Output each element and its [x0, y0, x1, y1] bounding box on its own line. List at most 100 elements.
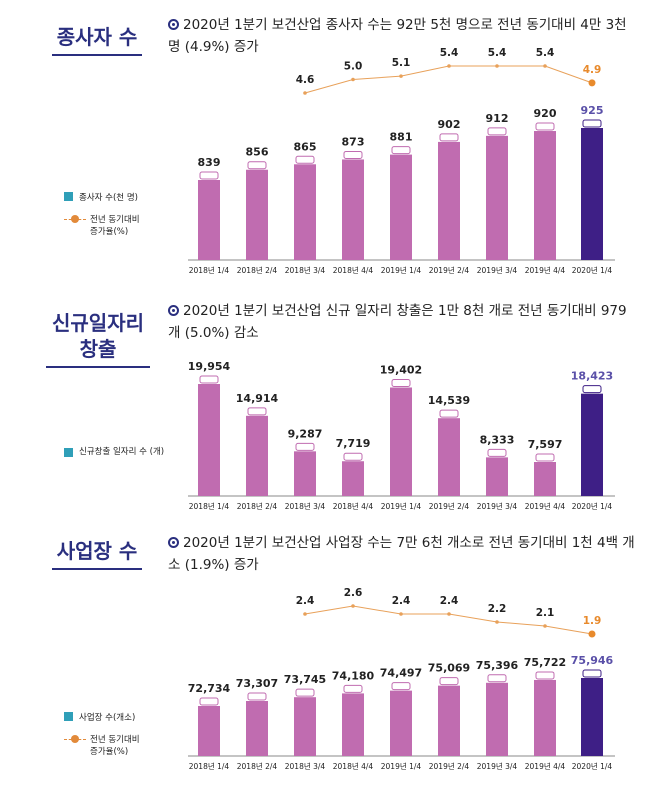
bar: [294, 697, 316, 756]
legend-label: 종사자 수(천 명): [79, 193, 138, 203]
bar: [246, 169, 268, 260]
people-icon: [535, 122, 555, 131]
headline-employees: 2020년 1분기 보건산업 종사자 수는 92만 5천 명으로 전년 동기대비…: [168, 14, 638, 58]
x-tick-label: 2018년 2/4: [237, 501, 278, 511]
growth-rate-point: [399, 74, 403, 78]
growth-rate-line: [304, 605, 593, 635]
growth-rate-label: 2.6: [344, 587, 363, 599]
headline-text: 2020년 1분기 보건산업 종사자 수는 92만 5천 명으로 전년 동기대비…: [168, 17, 627, 55]
bar-value-label: 74,497: [380, 667, 422, 680]
x-tick-label: 2019년 3/4: [477, 501, 518, 511]
people-icon: [343, 684, 363, 693]
bar: [581, 393, 603, 496]
title-underline: [52, 568, 142, 570]
section-title-employees: 종사자 수: [56, 25, 138, 49]
people-icon: [535, 453, 555, 462]
x-tick-label: 2019년 4/4: [525, 501, 566, 511]
people-icon: [582, 669, 602, 678]
bar: [534, 679, 556, 756]
bar-value-label: 19,954: [188, 360, 231, 373]
growth-rate-label: 2.2: [488, 603, 507, 615]
x-tick-label: 2019년 2/4: [429, 761, 470, 771]
bar-value-label: 881: [390, 131, 413, 144]
x-tick-label: 2020년 1/4: [572, 265, 613, 275]
bar: [486, 682, 508, 756]
x-tick-label: 2019년 1/4: [381, 761, 422, 771]
people-icon: [343, 150, 363, 159]
growth-rate-label: 2.1: [536, 607, 555, 619]
people-icon: [439, 677, 459, 686]
headline-text: 2020년 1분기 보건산업 사업장 수는 7만 6천 개소로 전년 동기대비 …: [168, 535, 635, 573]
bar-value-label: 73,307: [236, 677, 278, 690]
bar: [390, 387, 412, 496]
growth-rate-label: 4.6: [296, 74, 315, 86]
title-underline: [52, 54, 142, 56]
x-tick-label: 2019년 3/4: [477, 265, 518, 275]
people-icon: [439, 409, 459, 418]
legend-new-jobs: 신규창출 일자리 수 (개): [64, 446, 169, 458]
bar: [581, 128, 603, 260]
x-tick-label: 2018년 1/4: [189, 761, 230, 771]
x-tick-label: 2019년 2/4: [429, 501, 470, 511]
people-icon: [487, 448, 507, 457]
bar: [438, 141, 460, 260]
legend-label: 신규창출 일자리 수 (개): [79, 447, 165, 457]
x-tick-label: 2018년 2/4: [237, 761, 278, 771]
legend-item-line: 전년 동기대비 증가율(%): [64, 214, 150, 238]
people-icon: [295, 155, 315, 164]
legend-square-icon: [64, 712, 73, 721]
bar: [198, 706, 220, 756]
growth-rate-label: 2.4: [296, 595, 315, 607]
legend-workplaces: 사업장 수(개소) 전년 동기대비 증가율(%): [64, 712, 150, 758]
legend-label: 전년 동기대비 증가율(%): [90, 215, 140, 237]
growth-rate-point: [588, 630, 596, 638]
section-title-new-jobs: 신규일자리 창출: [52, 311, 144, 361]
bullet-icon: [168, 305, 179, 316]
bar: [342, 461, 364, 496]
growth-rate-point: [543, 64, 547, 68]
bar: [534, 462, 556, 496]
legend-line-icon: [64, 214, 86, 224]
growth-rate-point: [303, 91, 307, 95]
bar: [390, 154, 412, 260]
bar-value-label: 912: [486, 112, 509, 125]
growth-rate-point: [447, 612, 451, 616]
bar-value-label: 902: [438, 118, 461, 131]
bar-value-label: 9,287: [288, 427, 323, 440]
bar-value-label: 19,402: [380, 363, 422, 376]
bar: [342, 159, 364, 260]
growth-rate-point: [495, 64, 499, 68]
growth-rate-label: 1.9: [583, 615, 602, 627]
legend-item-bar: 사업장 수(개소): [64, 712, 150, 724]
growth-rate-point: [351, 77, 355, 82]
bar-value-label: 75,396: [476, 659, 519, 672]
legend-item-bar: 신규창출 일자리 수 (개): [64, 446, 169, 458]
bar: [486, 457, 508, 496]
bar-value-label: 73,745: [284, 673, 326, 686]
x-tick-label: 2020년 1/4: [572, 501, 613, 511]
growth-rate-point: [543, 624, 547, 628]
growth-rate-line: [304, 65, 593, 94]
growth-rate-label: 2.4: [392, 595, 411, 607]
x-tick-label: 2019년 4/4: [525, 761, 566, 771]
growth-rate-point: [351, 604, 355, 608]
bar-value-label: 839: [198, 156, 221, 169]
bar-value-label: 75,946: [571, 654, 614, 667]
growth-rate-label: 2.4: [440, 595, 459, 607]
bullet-icon: [168, 537, 179, 548]
x-tick-label: 2018년 3/4: [285, 761, 326, 771]
x-tick-label: 2018년 4/4: [333, 265, 374, 275]
bar-value-label: 920: [534, 107, 557, 120]
bar: [246, 701, 268, 756]
bar: [581, 678, 603, 756]
bar-value-label: 72,734: [188, 682, 231, 695]
bar-value-label: 873: [342, 135, 365, 148]
people-icon: [487, 674, 507, 683]
people-icon: [391, 378, 411, 387]
bar-value-label: 14,914: [236, 392, 279, 405]
bar-value-label: 8,333: [480, 433, 515, 446]
bar: [198, 384, 220, 496]
growth-rate-point: [399, 612, 403, 616]
